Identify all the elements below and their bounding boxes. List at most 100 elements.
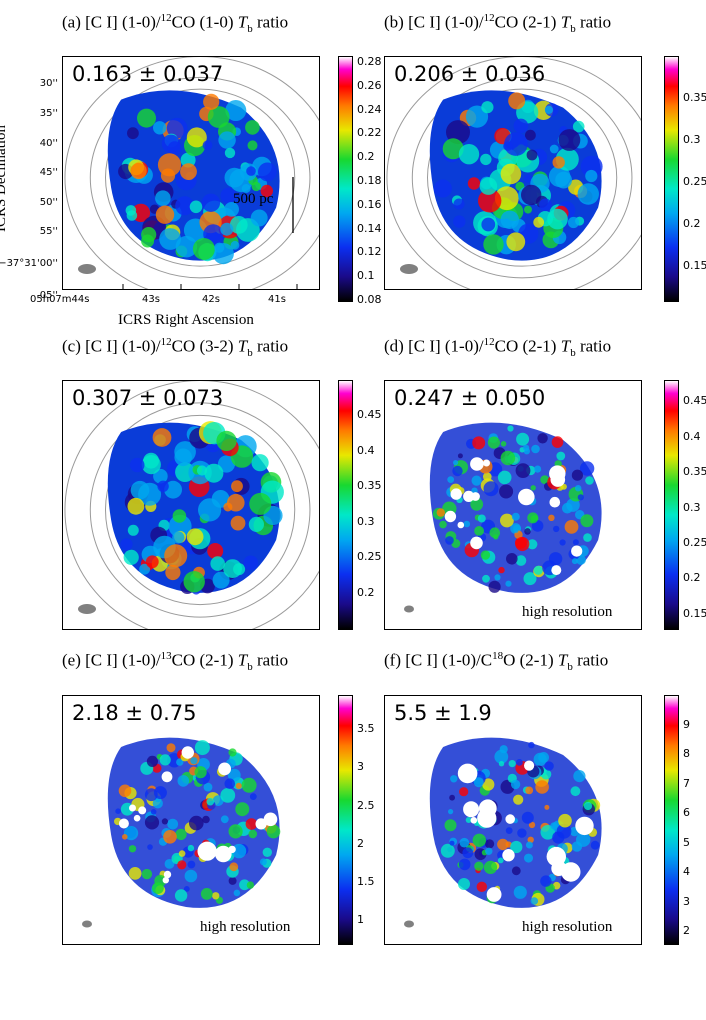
map-image	[386, 57, 641, 289]
ratio-clump	[216, 430, 237, 451]
ratio-clump	[517, 828, 527, 838]
ratio-clump	[547, 208, 568, 230]
ratio-clump	[449, 794, 455, 801]
title-suffix: ratio	[252, 650, 289, 670]
colorbar	[338, 56, 353, 302]
data-gap	[457, 521, 465, 529]
ratio-clump	[540, 825, 556, 840]
title-isotope: 12	[160, 12, 172, 24]
data-gap	[561, 862, 581, 882]
title-prefix: (c) [C I] (1-0)/	[62, 336, 161, 356]
ratio-clump	[481, 217, 496, 232]
ratio-clump	[572, 539, 579, 546]
ratio-clump	[515, 463, 531, 478]
ratio-clump	[462, 847, 474, 859]
ratio-clump	[522, 444, 530, 452]
ratio-clump	[474, 861, 484, 871]
map-image	[404, 422, 602, 613]
title-molecule: CO (2-1)	[494, 12, 561, 32]
ratio-clump	[141, 455, 161, 475]
data-gap	[478, 814, 487, 823]
colorbar-tick-label: 1	[357, 913, 364, 927]
ratio-clump	[485, 839, 495, 849]
ratio-clump	[243, 555, 259, 571]
ratio-clump	[497, 857, 504, 864]
ratio-clump	[467, 177, 481, 190]
colorbar-tick-label: 0.2	[683, 217, 701, 231]
title-temperature: T	[237, 650, 248, 670]
map-image	[404, 737, 602, 928]
ratio-clump	[513, 794, 524, 805]
ratio-clump	[163, 830, 177, 844]
ratio-clump	[186, 127, 207, 148]
ratio-clump	[450, 775, 458, 783]
ratio-clump	[515, 555, 527, 566]
title-subscript: b	[247, 347, 253, 360]
ratio-clump	[249, 793, 257, 800]
ratio-clump	[224, 778, 236, 789]
data-gap	[162, 877, 169, 884]
data-gap	[470, 457, 484, 471]
ratio-clump	[564, 520, 579, 534]
ratio-clump	[477, 514, 486, 523]
ratio-clump	[180, 163, 197, 180]
data-gap	[575, 816, 594, 836]
title-prefix: (d) [C I] (1-0)/	[384, 336, 484, 356]
ratio-clump	[470, 497, 484, 511]
ratio-clump	[203, 93, 220, 110]
title-isotope: 12	[160, 336, 172, 348]
colorbar-tick-label: 2.5	[357, 798, 375, 812]
data-gap	[133, 814, 141, 822]
colorbar-tick-label: 0.4	[357, 443, 375, 457]
ratio-clump	[459, 837, 470, 848]
colorbar-tick-label: 0.4	[683, 429, 701, 443]
resolution-note: high resolution	[522, 604, 613, 620]
colorbar	[664, 380, 679, 630]
ratio-clump	[553, 525, 560, 533]
ratio-clump	[524, 853, 533, 863]
ratio-clump	[533, 216, 545, 228]
ratio-clump	[174, 448, 192, 467]
title-temperature: T	[560, 12, 571, 32]
ratio-clump	[525, 841, 533, 849]
data-gap	[118, 818, 129, 829]
ratio-clump	[250, 209, 268, 227]
panel-title: (d) [C I] (1-0)/12CO (2-1) Tb ratio	[384, 336, 611, 359]
ratio-clump	[530, 485, 536, 491]
title-isotope: 12	[483, 12, 495, 24]
ratio-clump	[516, 759, 523, 766]
title-molecule: CO (3-2)	[171, 336, 238, 356]
ratio-clump	[498, 566, 505, 574]
colorbar-tick-label: 0.2	[683, 571, 701, 585]
ratio-clump	[251, 181, 261, 192]
ratio-clump	[458, 144, 480, 165]
ratio-clump	[580, 155, 603, 178]
data-gap	[549, 496, 561, 508]
ratio-clump	[167, 818, 179, 830]
data-gap	[546, 846, 566, 867]
title-subscript: b	[570, 23, 576, 36]
ratio-statistic: 2.18 ± 0.75	[72, 701, 197, 725]
ratio-clump	[544, 804, 550, 810]
ratio-clump	[220, 815, 229, 824]
ratio-clump	[583, 533, 592, 542]
ratio-clump	[436, 508, 445, 517]
ratio-clump	[508, 92, 526, 110]
scale-bar-label: 500 pc	[233, 191, 274, 207]
ratio-clump	[489, 527, 501, 538]
ratio-clump	[577, 494, 584, 501]
ratio-clump	[440, 843, 455, 858]
ratio-clump	[228, 748, 237, 757]
ratio-clump	[504, 132, 528, 156]
ratio-clump	[258, 162, 277, 182]
colorbar-tick-label: 3	[683, 894, 690, 908]
ratio-clump	[187, 860, 196, 869]
ratio-clump	[497, 838, 509, 851]
ra-tick-label: 43s	[142, 294, 160, 305]
map-frame	[62, 380, 320, 630]
data-gap	[486, 887, 502, 902]
ratio-clump	[540, 475, 550, 484]
ratio-clump	[482, 778, 495, 791]
ratio-clump	[165, 564, 181, 581]
data-gap	[470, 536, 483, 550]
